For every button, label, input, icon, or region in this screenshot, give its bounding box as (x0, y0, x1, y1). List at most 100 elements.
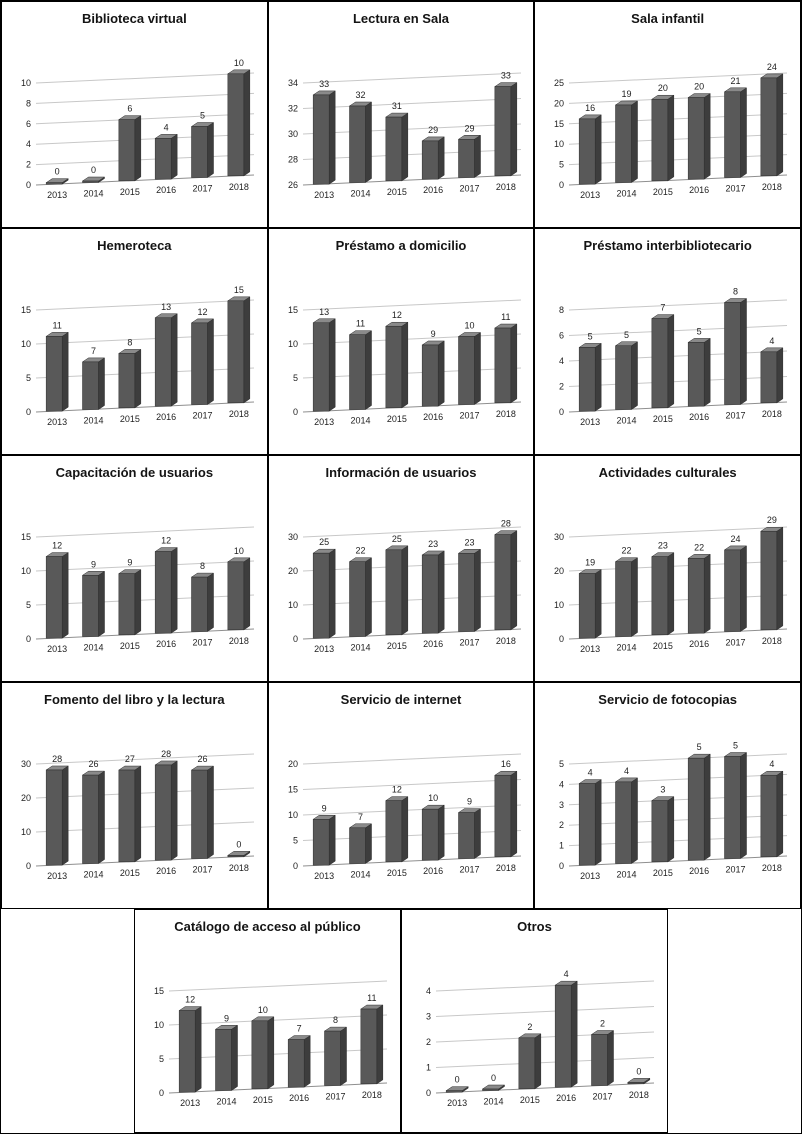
svg-text:2014: 2014 (483, 1097, 503, 1107)
bar-plot: 0 2 4 6 8 5 2013 5 2014 7 2015 5 2016 8 2017 4 2018 (559, 287, 788, 427)
svg-text:5: 5 (697, 326, 702, 336)
svg-text:9: 9 (91, 559, 96, 569)
svg-text:20: 20 (554, 566, 564, 576)
svg-text:20: 20 (554, 98, 564, 108)
svg-text:4: 4 (770, 759, 775, 769)
svg-text:3: 3 (559, 800, 564, 810)
chart-actividades-culturales: Actividades culturales 0 10 20 30 19 2013 22 20… (534, 455, 801, 682)
chart-otros: Otros 0 1 2 3 4 0 2013 0 2014 2 2015 4 2016 2 2017 0 201… (401, 909, 668, 1133)
svg-text:4: 4 (624, 766, 629, 776)
svg-text:10: 10 (154, 1020, 164, 1030)
chart-prestamo-interbibliotecario: Préstamo interbibliotecario 0 2 4 6 8 5 2013 5 2… (534, 228, 801, 455)
svg-text:2018: 2018 (495, 409, 515, 419)
svg-text:10: 10 (21, 339, 31, 349)
svg-text:0: 0 (26, 861, 31, 871)
svg-text:23: 23 (464, 537, 474, 547)
svg-text:15: 15 (21, 532, 31, 542)
svg-text:12: 12 (197, 307, 207, 317)
svg-text:24: 24 (767, 62, 777, 72)
svg-text:25: 25 (391, 534, 401, 544)
svg-text:2013: 2013 (580, 871, 600, 881)
svg-text:23: 23 (658, 541, 668, 551)
svg-text:1: 1 (559, 841, 564, 851)
svg-text:9: 9 (127, 558, 132, 568)
svg-text:10: 10 (554, 600, 564, 610)
chart-title: Capacitación de usuarios (55, 465, 214, 480)
svg-text:0: 0 (559, 861, 564, 871)
svg-text:6: 6 (26, 119, 31, 129)
svg-text:30: 30 (288, 129, 298, 139)
svg-text:2017: 2017 (459, 638, 479, 648)
svg-text:0: 0 (293, 861, 298, 871)
svg-text:10: 10 (234, 546, 244, 556)
svg-text:2: 2 (426, 1037, 431, 1047)
svg-text:25: 25 (554, 78, 564, 88)
svg-text:2014: 2014 (350, 870, 370, 880)
bar-plot: 0 5 10 15 12 2013 9 2014 10 2015 7 2016 8 2017 11 2018 (154, 980, 388, 1108)
svg-text:6: 6 (559, 331, 564, 341)
svg-text:2016: 2016 (156, 185, 176, 195)
svg-text:10: 10 (21, 78, 31, 88)
svg-text:2015: 2015 (386, 641, 406, 651)
svg-text:2013: 2013 (314, 190, 334, 200)
svg-text:15: 15 (288, 305, 298, 315)
svg-text:5: 5 (559, 160, 564, 170)
svg-text:13: 13 (319, 307, 329, 317)
svg-text:3: 3 (661, 785, 666, 795)
svg-text:12: 12 (391, 310, 401, 320)
svg-text:0: 0 (636, 1066, 641, 1076)
svg-text:0: 0 (293, 634, 298, 644)
svg-text:30: 30 (288, 532, 298, 542)
svg-text:8: 8 (559, 305, 564, 315)
svg-text:2013: 2013 (180, 1098, 200, 1108)
svg-text:2016: 2016 (689, 185, 709, 195)
svg-text:2017: 2017 (325, 1092, 345, 1102)
svg-text:30: 30 (554, 532, 564, 542)
svg-text:2016: 2016 (423, 866, 443, 876)
svg-text:4: 4 (559, 356, 564, 366)
chart-title: Fomento del libro y la lectura (44, 692, 225, 707)
svg-text:20: 20 (288, 566, 298, 576)
svg-text:11: 11 (501, 312, 510, 322)
svg-text:10: 10 (21, 827, 31, 837)
bar-plot: 0 5 10 15 20 9 2013 7 2014 12 2015 10 2016 9 2017 16 201… (288, 753, 521, 881)
chart-title: Hemeroteca (97, 238, 172, 253)
svg-text:7: 7 (358, 812, 363, 822)
svg-text:10: 10 (288, 600, 298, 610)
svg-text:15: 15 (554, 119, 564, 129)
chart-servicio-de-internet: Servicio de internet 0 5 10 15 20 9 2013 7 2014 1… (267, 682, 535, 909)
svg-text:29: 29 (767, 515, 777, 525)
svg-text:4: 4 (559, 779, 564, 789)
svg-text:2014: 2014 (350, 189, 370, 199)
svg-text:10: 10 (288, 810, 298, 820)
svg-text:2013: 2013 (314, 644, 334, 654)
svg-text:1: 1 (426, 1063, 431, 1073)
svg-text:13: 13 (161, 302, 171, 312)
svg-text:29: 29 (464, 123, 474, 133)
svg-text:4: 4 (564, 969, 569, 979)
svg-text:32: 32 (288, 104, 298, 114)
svg-text:23: 23 (428, 539, 438, 549)
svg-text:2018: 2018 (629, 1090, 649, 1100)
svg-text:19: 19 (622, 89, 632, 99)
svg-text:8: 8 (733, 287, 738, 297)
svg-text:2: 2 (559, 820, 564, 830)
svg-text:7: 7 (91, 346, 96, 356)
bar-plot: 0 5 10 15 20 25 16 2013 19 2014 20 2015 20 2016 21 2017… (554, 62, 788, 200)
svg-text:16: 16 (585, 103, 595, 113)
svg-text:2016: 2016 (689, 639, 709, 649)
svg-text:2014: 2014 (350, 643, 370, 653)
chart-title: Información de usuarios (325, 465, 477, 480)
svg-text:2018: 2018 (229, 636, 249, 646)
chart-title: Préstamo a domicilio (335, 238, 467, 253)
bar-plot: 0 1 2 3 4 0 2013 0 2014 2 2015 4 2016 2 2017 0 2018 (426, 969, 655, 1108)
svg-text:0: 0 (293, 407, 298, 417)
svg-text:10: 10 (234, 58, 244, 68)
svg-text:2016: 2016 (689, 866, 709, 876)
chart-catalogo-de-acceso-al-publico: Catálogo de acceso al público 0 5 10 15 12 20… (134, 909, 401, 1133)
svg-text:20: 20 (694, 82, 704, 92)
svg-text:2017: 2017 (459, 184, 479, 194)
svg-text:20: 20 (288, 759, 298, 769)
chart-hemeroteca: Hemeroteca 0 5 10 15 11 2013 7 2014 8 2015 13 2016 1… (1, 228, 268, 455)
svg-text:10: 10 (21, 566, 31, 576)
